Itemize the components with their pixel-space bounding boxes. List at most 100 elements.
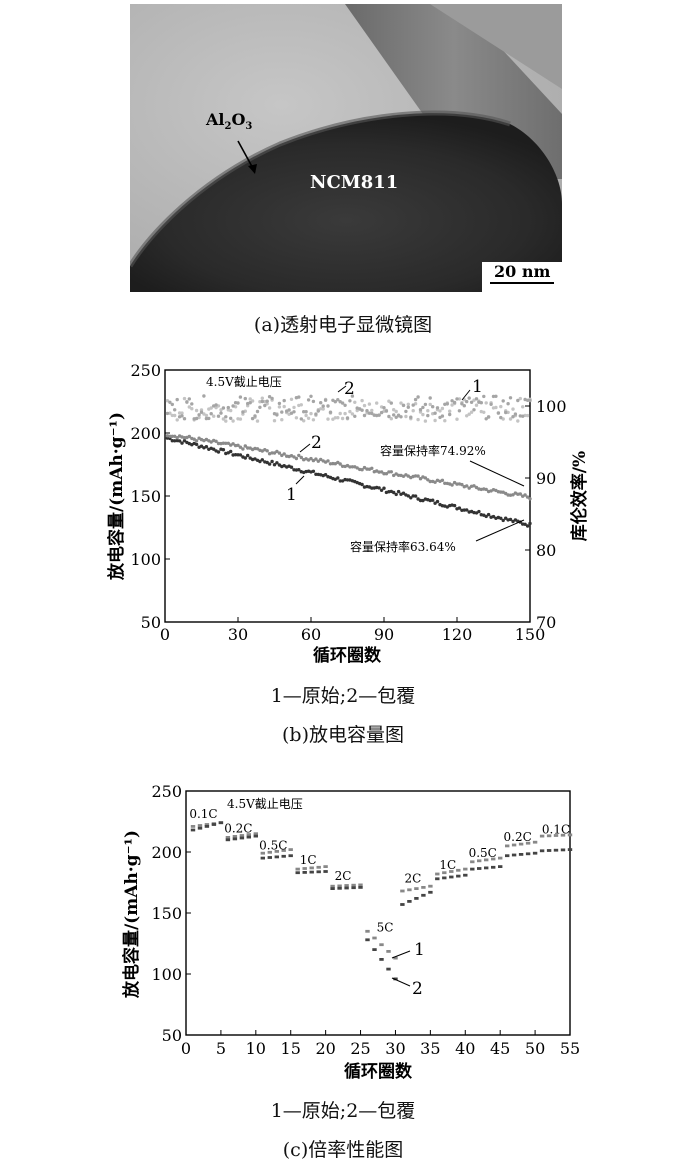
chart-b-point xyxy=(229,443,233,447)
chart-b-point xyxy=(506,402,510,406)
chart-b-point xyxy=(375,401,379,405)
chart-b-point xyxy=(484,487,488,492)
chart-b-point xyxy=(474,511,479,515)
chart-b-point xyxy=(416,417,420,422)
chart-c-point xyxy=(344,884,349,887)
chart-b-point xyxy=(328,410,333,414)
chart-b-point xyxy=(304,457,308,461)
chart-b-point xyxy=(504,491,508,496)
chart-b-point xyxy=(389,417,393,421)
chart-c-point xyxy=(518,842,524,846)
chart-c-point xyxy=(351,883,356,887)
chart-b-point xyxy=(379,470,384,474)
chart-c-label-pristine: 1 xyxy=(414,940,425,960)
chart-b-point xyxy=(489,515,493,519)
chart-c-point xyxy=(330,884,335,888)
chart-b-point xyxy=(513,412,518,416)
chart-c-xtick-label: 30 xyxy=(385,1039,405,1058)
chart-b-point xyxy=(270,451,274,455)
chart-b-point xyxy=(413,402,418,406)
chart-b-frame xyxy=(164,369,531,623)
chart-c-point xyxy=(211,822,217,825)
chart-b-point xyxy=(309,456,313,461)
chart-b-point xyxy=(431,479,435,484)
chart-b-point xyxy=(304,410,308,414)
chart-b-point xyxy=(263,448,267,452)
chart-b-point xyxy=(372,470,376,474)
chart-b-point xyxy=(345,417,350,421)
chart-c-point xyxy=(218,821,224,825)
chart-b-point xyxy=(216,441,221,446)
chart-b-point xyxy=(241,455,245,459)
chart-b-point xyxy=(448,482,452,486)
chart-b-point xyxy=(343,464,347,469)
chart-b-ytick-label: 100 xyxy=(130,550,161,569)
chart-b-point xyxy=(428,479,432,484)
chart-b-point xyxy=(285,409,289,413)
chart-c-point xyxy=(239,836,245,840)
chart-b-point xyxy=(496,411,501,415)
chart-b-point xyxy=(267,406,272,410)
chart-b-point xyxy=(396,473,401,477)
chart-b-point xyxy=(375,485,379,490)
chart-b-point xyxy=(499,490,503,494)
chart-c-point xyxy=(463,867,468,871)
chart-b-point xyxy=(340,401,345,405)
chart-b-label-cap-pristine: 1 xyxy=(286,485,297,505)
chart-b-point xyxy=(202,412,206,416)
chart-b-point xyxy=(185,440,189,445)
chart-c-point xyxy=(260,851,265,855)
coating-label: Al2O3 xyxy=(206,110,253,133)
chart-b-point xyxy=(258,405,262,409)
chart-b-point xyxy=(187,441,191,446)
chart-b-point xyxy=(289,397,294,401)
chart-b-point xyxy=(494,516,498,520)
chart-c-point xyxy=(309,866,314,870)
chart-b-point xyxy=(477,400,481,404)
chart-b-point xyxy=(294,456,299,461)
chart-b-point xyxy=(233,405,238,409)
chart-b-point xyxy=(229,408,233,413)
ncm811-particle xyxy=(130,113,562,292)
chart-b-point xyxy=(231,442,235,446)
chart-b-series-2 xyxy=(165,396,532,423)
chart-c-rate-label: 1C xyxy=(300,853,317,867)
chart-b-point xyxy=(465,508,469,512)
chart-b-point xyxy=(518,492,522,496)
chart-b-point xyxy=(221,441,226,445)
chart-c-point xyxy=(204,825,210,828)
chart-b-point xyxy=(438,479,442,483)
chart-b-point xyxy=(367,411,372,415)
chart-c-point xyxy=(344,886,349,890)
chart-b-point xyxy=(170,413,174,418)
chart-b-point xyxy=(255,447,260,451)
chart-c-point xyxy=(449,875,454,879)
chart-b-point xyxy=(418,408,423,412)
chart-c-point xyxy=(518,853,524,856)
discharge-capacity-chart: 0 30 60 90 120 150 50 100 150 200 250 70 80 90 100 4.5… xyxy=(106,361,590,666)
chart-b-point xyxy=(299,417,303,421)
chart-b-point xyxy=(287,412,291,416)
chart-c-point xyxy=(491,857,496,861)
chart-b-point xyxy=(484,401,488,405)
chart-b-point xyxy=(355,408,359,413)
chart-b-point xyxy=(486,489,491,494)
chart-b-xtick-label: 60 xyxy=(301,625,321,644)
chart-c-point xyxy=(260,856,265,860)
chart-b-point xyxy=(467,486,471,490)
chart-b-point xyxy=(243,396,247,401)
chart-b-point xyxy=(214,439,218,443)
chart-c-point xyxy=(358,883,363,887)
chart-b-label-cap-coated: 2 xyxy=(311,433,322,453)
tem-micrograph xyxy=(130,4,562,292)
chart-c-point xyxy=(435,877,440,881)
chart-b-point xyxy=(180,435,184,439)
chart-b-point xyxy=(207,416,211,421)
chart-b-point xyxy=(513,413,518,418)
chart-b-point xyxy=(340,479,345,483)
chart-b-point xyxy=(404,493,408,497)
chart-b-point xyxy=(428,498,432,503)
chart-b-point xyxy=(389,489,393,494)
chart-b-point xyxy=(362,403,367,408)
chart-c-point xyxy=(498,865,503,868)
